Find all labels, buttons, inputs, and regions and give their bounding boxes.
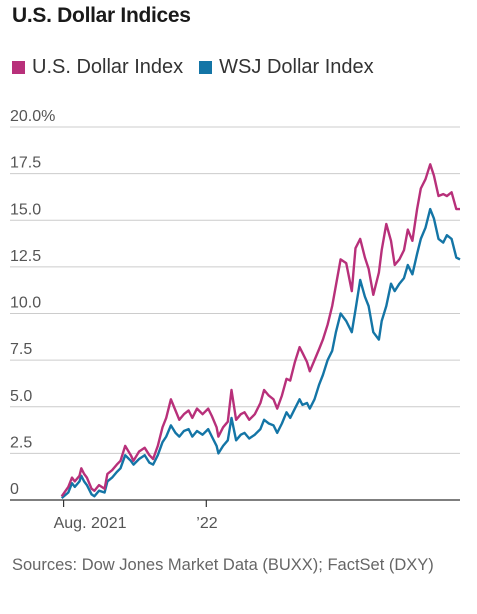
series-line-wsj-dollar-index — [60, 207, 461, 500]
x-tick-label: Aug. 2021 — [54, 515, 127, 532]
y-tick-label: 5.0 — [10, 388, 32, 405]
legend-label-buxx: U.S. Dollar Index — [32, 56, 184, 78]
y-tick-label: 2.5 — [10, 434, 32, 451]
y-tick-label: 15.0 — [10, 201, 41, 218]
legend-item-buxx: U.S. Dollar Index — [12, 56, 183, 79]
y-tick-label: 20.0% — [10, 108, 55, 125]
chart-legend: U.S. Dollar Index WSJ Dollar Index — [12, 56, 390, 79]
y-tick-label: 0 — [10, 481, 19, 498]
legend-swatch-wsj — [199, 61, 213, 74]
y-tick-label: 7.5 — [10, 341, 32, 358]
y-axis-tick-labels: 0 2.5 5.0 7.5 10.0 12.5 15.0 17.5 20.0% — [10, 108, 55, 498]
y-tick-label: 10.0 — [10, 295, 41, 312]
y-tick-label: 17.5 — [10, 155, 41, 172]
x-axis: Aug. 2021 ’22 — [10, 499, 460, 532]
chart-gridlines — [10, 126, 460, 454]
legend-swatch-buxx — [12, 61, 25, 74]
line-chart: 0 2.5 5.0 7.5 10.0 12.5 15.0 17.5 20.0% Aug. 202… — [10, 108, 461, 532]
chart-source-note: Sources: Dow Jones Market Data (BUXX); F… — [12, 556, 434, 574]
chart-series-lines — [60, 163, 461, 500]
legend-label-wsj: WSJ Dollar Index — [219, 56, 374, 78]
chart-title: U.S. Dollar Indices — [12, 4, 191, 27]
series-line-u-s-dollar-index — [60, 163, 460, 497]
legend-item-wsj: WSJ Dollar Index — [199, 56, 374, 79]
x-tick-label: ’22 — [196, 515, 217, 532]
y-tick-label: 12.5 — [10, 248, 41, 265]
